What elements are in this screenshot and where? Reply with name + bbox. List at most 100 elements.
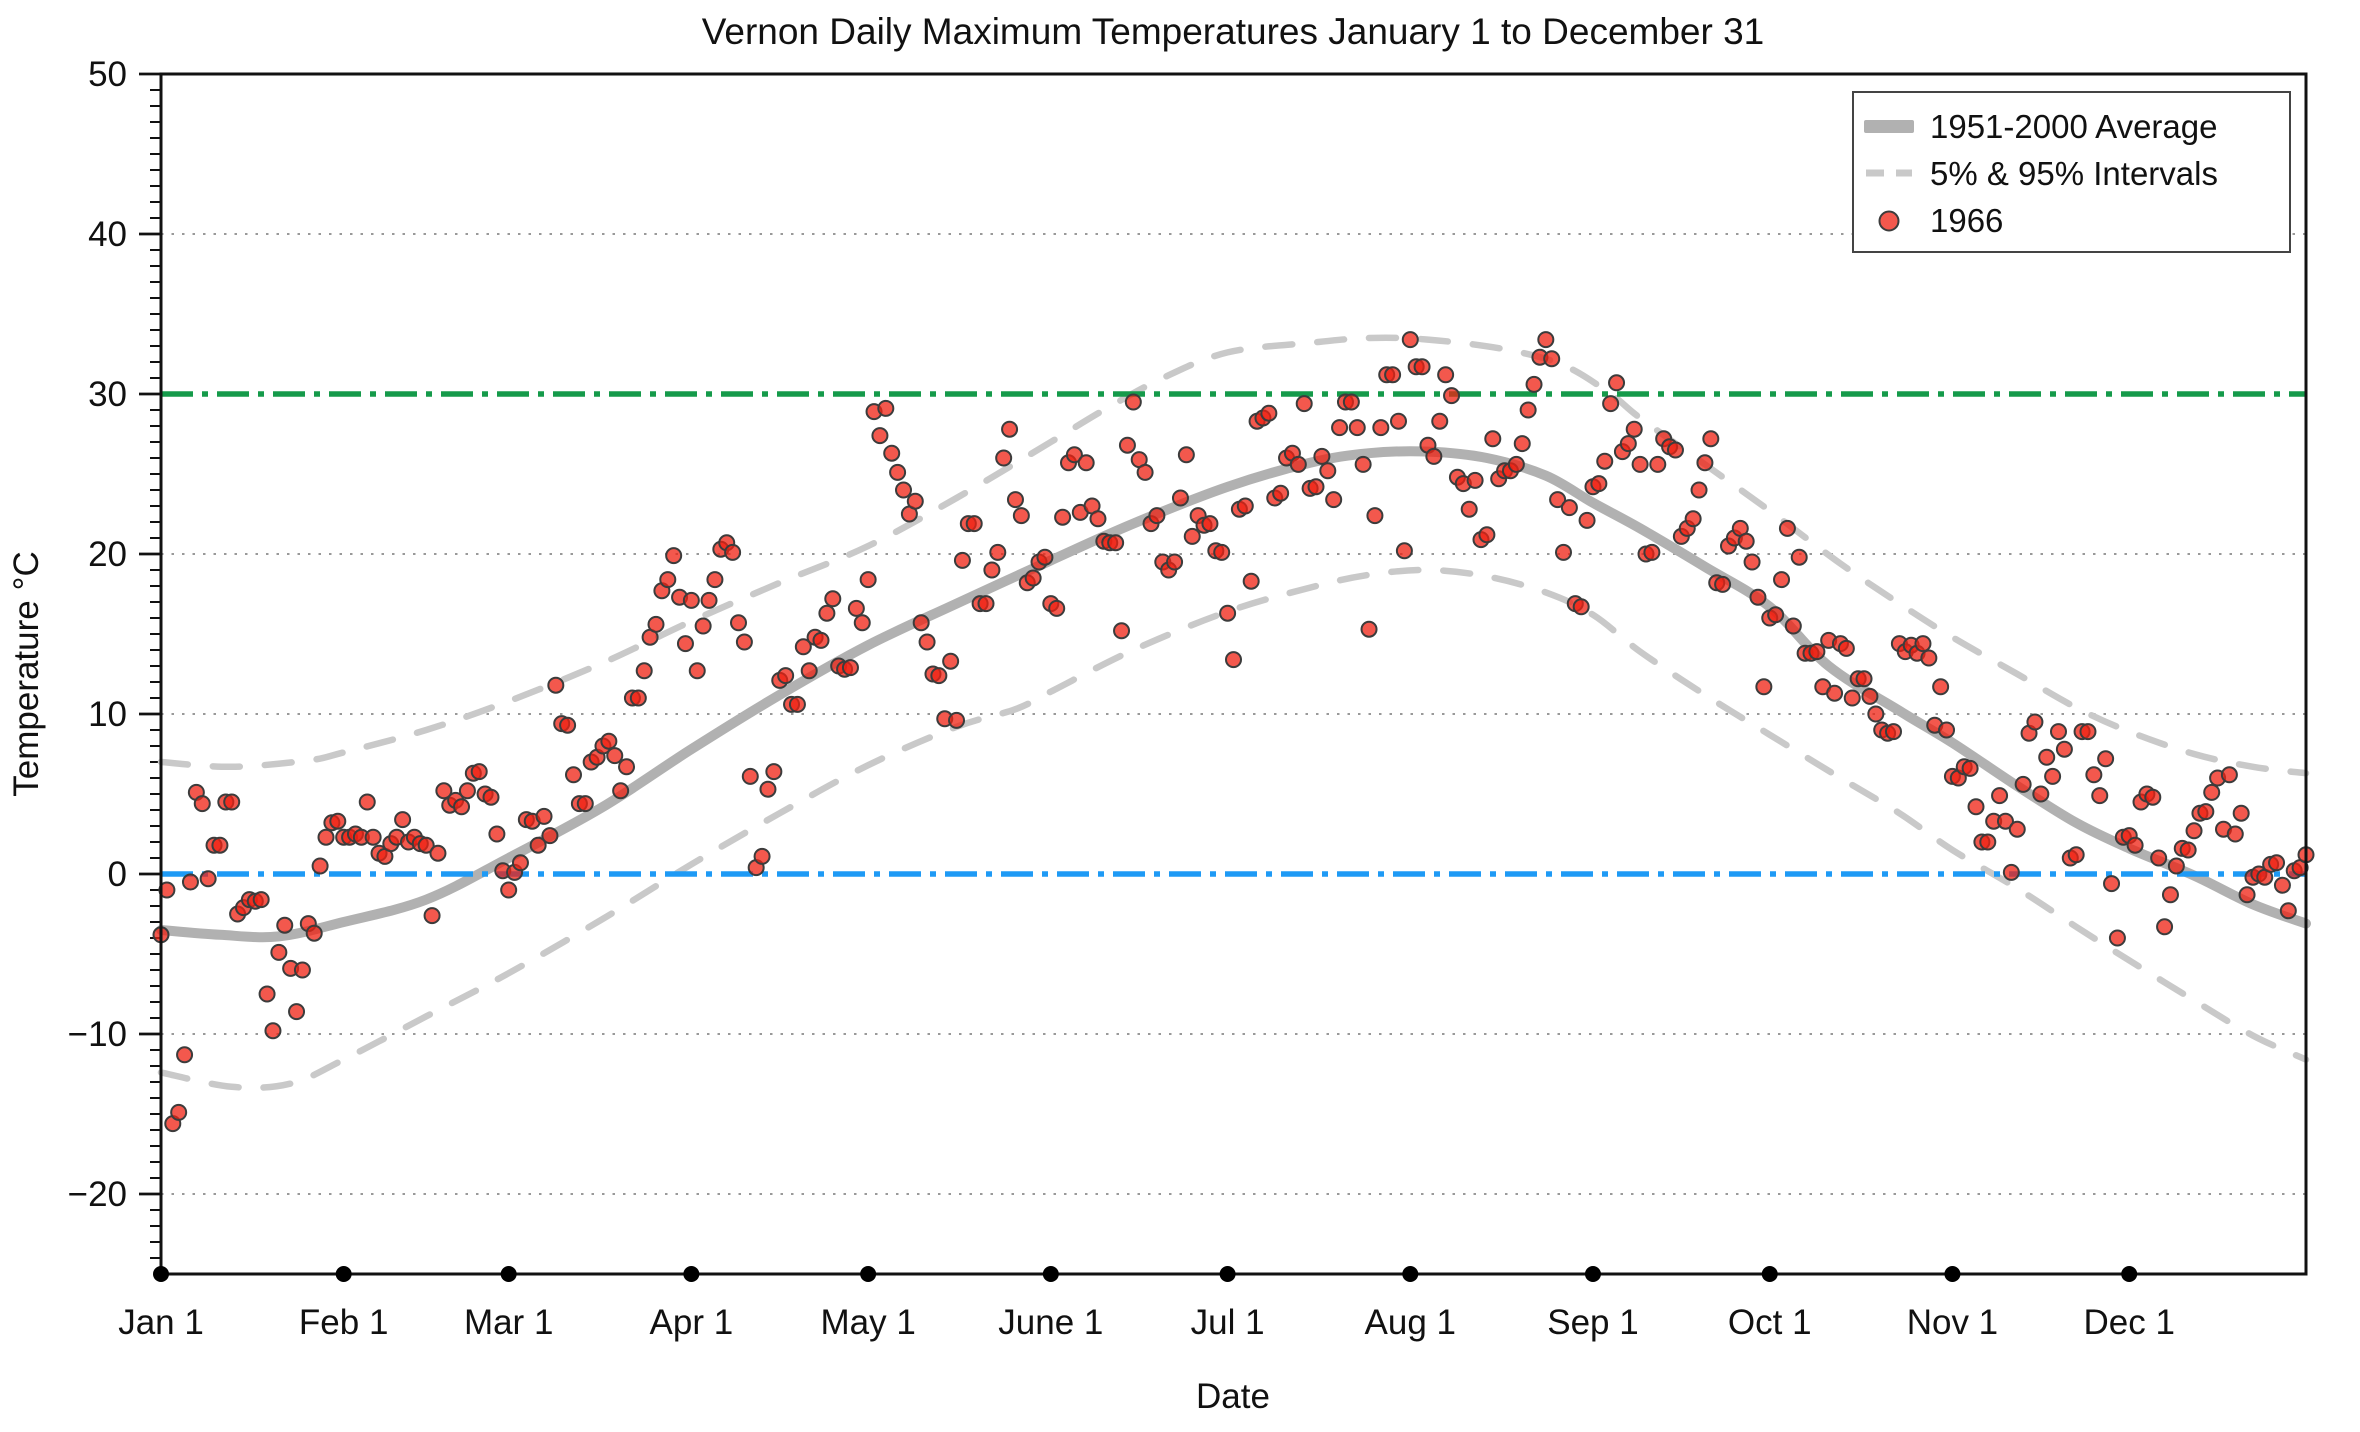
data-point xyxy=(2067,846,2085,864)
data-point xyxy=(1225,651,1242,669)
data-point xyxy=(700,591,718,609)
data-point xyxy=(812,631,830,649)
data-point xyxy=(665,547,683,565)
y-tick-label: 50 xyxy=(88,55,127,94)
data-point xyxy=(635,662,653,680)
data-point xyxy=(2150,849,2168,867)
y-tick-label: 40 xyxy=(88,215,127,254)
average-line xyxy=(156,446,2311,943)
data-point xyxy=(1219,604,1237,622)
legend-box xyxy=(1852,91,2291,253)
data-point xyxy=(1643,543,1661,561)
x-axis-label: Date xyxy=(1196,1377,1270,1416)
data-point xyxy=(458,782,476,800)
data-point xyxy=(647,615,665,633)
data-point xyxy=(2103,875,2121,893)
data-point xyxy=(942,652,960,670)
data-point xyxy=(394,811,412,829)
data-point xyxy=(912,614,930,632)
data-point xyxy=(1437,366,1455,384)
data-point xyxy=(2050,723,2067,741)
data-point xyxy=(889,463,907,481)
data-point xyxy=(1608,374,1626,392)
data-point xyxy=(453,798,471,816)
data-point xyxy=(1054,508,1072,526)
data-point xyxy=(417,836,435,854)
data-point xyxy=(1478,526,1496,544)
data-point xyxy=(1342,393,1360,411)
plot-border xyxy=(159,72,2308,1276)
data-point xyxy=(529,836,547,854)
month-tick-label: May 1 xyxy=(820,1303,915,1342)
data-point xyxy=(600,732,618,750)
data-point xyxy=(311,857,329,875)
data-point xyxy=(977,595,995,613)
data-point xyxy=(753,847,771,865)
data-point xyxy=(1401,331,1419,349)
data-point xyxy=(606,747,624,765)
y-tick-label: 20 xyxy=(88,535,127,574)
data-point xyxy=(1714,575,1732,593)
data-point xyxy=(2014,775,2032,793)
data-point xyxy=(170,1103,188,1121)
data-point xyxy=(800,662,818,680)
data-point xyxy=(1837,639,1855,657)
data-point xyxy=(1260,404,1278,422)
data-point xyxy=(1920,649,1938,667)
data-point xyxy=(1507,455,1525,473)
data-point xyxy=(2232,804,2250,822)
data-point xyxy=(1113,622,1131,640)
data-point xyxy=(953,551,971,569)
data-point xyxy=(1666,441,1684,459)
data-point xyxy=(877,399,895,417)
data-point xyxy=(1702,430,1720,448)
plot-area: 50 40 30 20 10 0 −10 −20 Jan 1 Feb 1 Mar 1 Apr 1 May… xyxy=(68,55,2315,1342)
data-point xyxy=(2279,902,2297,920)
data-point xyxy=(199,870,217,888)
data-point xyxy=(1684,510,1702,528)
data-point xyxy=(1967,798,1985,816)
data-point xyxy=(1118,436,1136,454)
legend-1966-marker xyxy=(1878,210,1900,232)
month-marker-dot xyxy=(1402,1266,1419,1282)
data-point xyxy=(364,828,382,846)
data-point xyxy=(1166,553,1184,571)
data-point xyxy=(2079,723,2097,741)
data-point xyxy=(895,481,912,499)
y-tick-label: −20 xyxy=(68,1175,127,1214)
upper-interval-line xyxy=(157,334,2310,777)
data-point xyxy=(1360,620,1378,638)
data-point xyxy=(500,881,518,899)
data-point xyxy=(659,571,677,589)
data-point xyxy=(2273,876,2291,894)
data-point xyxy=(2220,766,2238,784)
data-point xyxy=(2268,854,2286,872)
data-point xyxy=(423,907,441,925)
data-point xyxy=(1991,787,2009,805)
legend-average-label: 1951-2000 Average xyxy=(1930,108,2217,145)
data-point xyxy=(1755,678,1773,696)
data-point xyxy=(2144,788,2162,806)
data-point xyxy=(276,916,294,934)
month-marker-dot xyxy=(860,1266,877,1282)
legend-average-marker xyxy=(1864,120,1914,133)
data-point xyxy=(358,793,376,811)
month-marker-dot xyxy=(1761,1266,1778,1282)
data-point xyxy=(2097,750,2115,768)
data-point xyxy=(2126,836,2144,854)
month-tick-label: Apr 1 xyxy=(650,1303,734,1342)
data-point xyxy=(2002,863,2020,881)
data-point xyxy=(741,767,759,785)
month-tick-label: Sep 1 xyxy=(1547,1303,1638,1342)
data-point xyxy=(1932,678,1950,696)
data-point xyxy=(1319,462,1337,480)
data-point xyxy=(777,667,795,685)
data-point xyxy=(1001,420,1019,438)
month-marker-dot xyxy=(153,1266,169,1282)
data-point xyxy=(2203,783,2221,801)
data-point xyxy=(2055,740,2073,758)
data-point xyxy=(1979,833,1997,851)
data-point xyxy=(859,571,877,589)
data-point xyxy=(1289,455,1307,473)
